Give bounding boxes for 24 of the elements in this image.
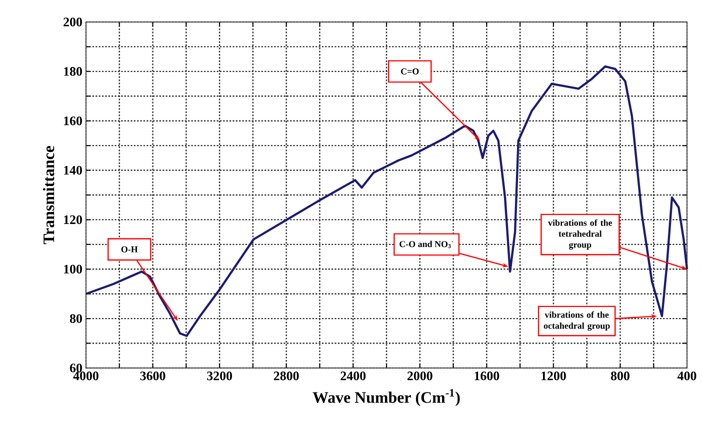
x-axis-title: Wave Number (Cm$^{-1}$) (312, 389, 460, 406)
y-axis-title: Transmittance (42, 146, 54, 244)
x-tick-label: 1200 (542, 372, 566, 380)
y-tick-label: 80 (70, 314, 82, 323)
annotation: O-H (121, 246, 138, 252)
x-tick-label: 2400 (340, 372, 366, 380)
y-tick-label: 200 (64, 18, 82, 26)
y-tick-label: 160 (64, 116, 82, 126)
x-tick-label: 800 (610, 372, 630, 380)
x-tick-label: 1600 (474, 372, 500, 380)
y-tick-label: 140 (64, 166, 82, 175)
y-tick-label: 100 (64, 264, 82, 274)
annotation: C=O (401, 68, 419, 74)
x-tick-label: 400 (677, 372, 696, 380)
x-tick-label: 4000 (73, 372, 98, 380)
y-tick-label: 120 (64, 215, 82, 224)
annotation: vibrations of the tetrahedral group (548, 219, 612, 250)
x-tick-label: 2800 (274, 372, 299, 380)
x-tick-label: 3600 (140, 372, 166, 380)
x-tick-label: 2000 (407, 372, 432, 380)
y-tick-label: 60 (70, 364, 82, 372)
y-tick-label: 180 (64, 67, 82, 76)
annotation: vibrations of the octahedral group (544, 311, 610, 331)
x-tick-label: 3200 (207, 372, 232, 380)
